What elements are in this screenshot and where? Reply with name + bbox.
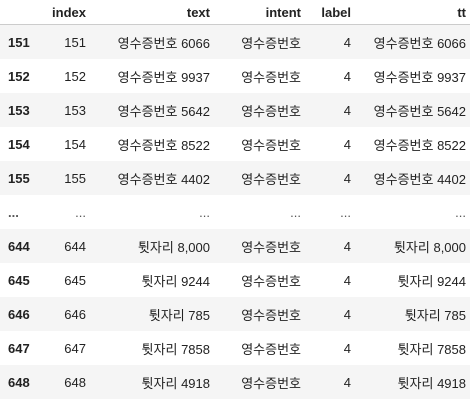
- header-tt: tt: [355, 0, 470, 25]
- cell-tt: 영수증번호 8522: [373, 137, 466, 153]
- cell-text: 영수증번호 8522: [117, 137, 210, 153]
- cell-tt: 영수증번호 6066: [373, 35, 466, 51]
- table-row: 646 646 튓자리 785 영수증번호 4 튓자리 785: [0, 297, 470, 331]
- cell-index: 648: [64, 374, 86, 390]
- cell-label: 4: [343, 272, 351, 288]
- cell-index: 645: [64, 272, 86, 288]
- cell-label: 4: [343, 340, 351, 356]
- header-text: text: [90, 0, 214, 25]
- row-index: 152: [8, 68, 30, 84]
- header-intent: intent: [214, 0, 305, 25]
- cell-text: 튓자리 7858: [141, 341, 210, 357]
- cell-text: 튓자리 8,000: [137, 239, 210, 255]
- row-index: 645: [8, 272, 30, 288]
- table-row: 154 154 영수증번호 8522 영수증번호 4 영수증번호 8522: [0, 127, 470, 161]
- cell-intent: 영수증번호: [241, 171, 301, 187]
- cell-text: 영수증번호 5642: [117, 103, 210, 119]
- table-row: 648 648 튓자리 4918 영수증번호 4 튓자리 4918: [0, 365, 470, 399]
- cell-label: 4: [343, 34, 351, 50]
- cell-intent: 영수증번호: [241, 307, 301, 323]
- cell-label: 4: [343, 306, 351, 322]
- cell-label: 4: [343, 238, 351, 254]
- cell-intent: 영수증번호: [241, 137, 301, 153]
- header-row-index: [0, 0, 48, 25]
- cell-index: 154: [64, 136, 86, 152]
- cell-text: 영수증번호 4402: [117, 171, 210, 187]
- row-index: 648: [8, 374, 30, 390]
- cell-label: 4: [343, 102, 351, 118]
- table-row: 645 645 튓자리 9244 영수증번호 4 튓자리 9244: [0, 263, 470, 297]
- cell-intent: 영수증번호: [241, 273, 301, 289]
- ellipsis-row: ... ... ... ... ... ...: [0, 195, 470, 229]
- cell-tt: ...: [455, 204, 466, 220]
- table-row: 152 152 영수증번호 9937 영수증번호 4 영수증번호 9937: [0, 59, 470, 93]
- table-body: 151 151 영수증번호 6066 영수증번호 4 영수증번호 6066 15…: [0, 24, 470, 399]
- cell-label: 4: [343, 68, 351, 84]
- cell-index: 644: [64, 238, 86, 254]
- dataframe-table: index text intent label tt 151 151 영수증번호…: [0, 0, 470, 399]
- cell-tt: 튓자리 7858: [397, 341, 466, 357]
- cell-tt: 튓자리 8,000: [393, 239, 466, 255]
- header-index: index: [48, 0, 90, 25]
- cell-index: 151: [64, 34, 86, 50]
- cell-intent: 영수증번호: [241, 239, 301, 255]
- cell-text: 튓자리 4918: [141, 375, 210, 391]
- table-row: 153 153 영수증번호 5642 영수증번호 4 영수증번호 5642: [0, 93, 470, 127]
- cell-intent: 영수증번호: [241, 103, 301, 119]
- row-index: 644: [8, 238, 30, 254]
- cell-index: 155: [64, 170, 86, 186]
- cell-intent: ...: [290, 204, 301, 220]
- row-index: ...: [8, 204, 19, 220]
- cell-intent: 영수증번호: [241, 375, 301, 391]
- cell-tt: 영수증번호 9937: [373, 69, 466, 85]
- cell-intent: 영수증번호: [241, 341, 301, 357]
- cell-tt: 튓자리 785: [404, 307, 466, 323]
- cell-index: ...: [75, 204, 86, 220]
- cell-tt: 영수증번호 4402: [373, 171, 466, 187]
- table-row: 155 155 영수증번호 4402 영수증번호 4 영수증번호 4402: [0, 161, 470, 195]
- cell-index: 646: [64, 306, 86, 322]
- cell-text: 튓자리 785: [148, 307, 210, 323]
- cell-intent: 영수증번호: [241, 35, 301, 51]
- row-index: 646: [8, 306, 30, 322]
- cell-intent: 영수증번호: [241, 69, 301, 85]
- cell-label: 4: [343, 136, 351, 152]
- row-index: 647: [8, 340, 30, 356]
- cell-index: 153: [64, 102, 86, 118]
- cell-text: 튓자리 9244: [141, 273, 210, 289]
- cell-tt: 영수증번호 5642: [373, 103, 466, 119]
- cell-tt: 튓자리 4918: [397, 375, 466, 391]
- cell-text: 영수증번호 9937: [117, 69, 210, 85]
- row-index: 151: [8, 34, 30, 50]
- table-row: 647 647 튓자리 7858 영수증번호 4 튓자리 7858: [0, 331, 470, 365]
- cell-tt: 튓자리 9244: [397, 273, 466, 289]
- cell-label: 4: [343, 170, 351, 186]
- cell-text: 영수증번호 6066: [117, 35, 210, 51]
- row-index: 153: [8, 102, 30, 118]
- cell-label: 4: [343, 374, 351, 390]
- table-row: 151 151 영수증번호 6066 영수증번호 4 영수증번호 6066: [0, 24, 470, 59]
- cell-text: ...: [199, 204, 210, 220]
- row-index: 154: [8, 136, 30, 152]
- header-label: label: [305, 0, 355, 25]
- row-index: 155: [8, 170, 30, 186]
- header-row: index text intent label tt: [0, 0, 470, 25]
- cell-index: 647: [64, 340, 86, 356]
- table-row: 644 644 튓자리 8,000 영수증번호 4 튓자리 8,000: [0, 229, 470, 263]
- table-header: index text intent label tt: [0, 0, 470, 25]
- cell-index: 152: [64, 68, 86, 84]
- cell-label: ...: [340, 204, 351, 220]
